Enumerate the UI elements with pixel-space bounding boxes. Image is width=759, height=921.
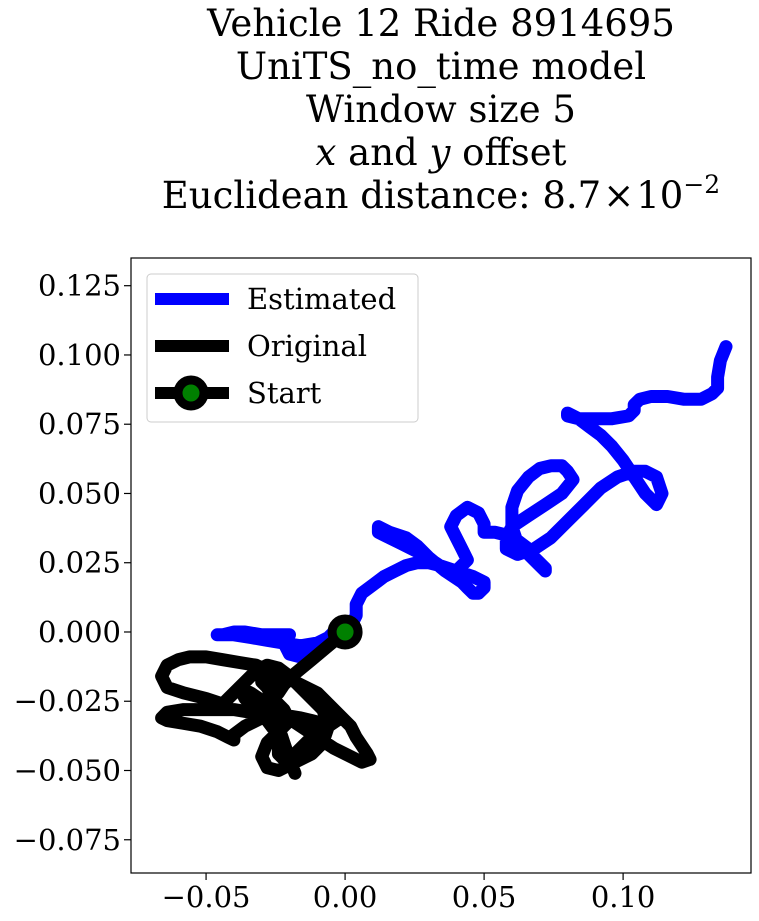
title-line-1: Vehicle 12 Ride 8914695 <box>206 2 675 45</box>
y-tick-label: 0.000 <box>38 615 121 649</box>
legend: Estimated Original Start <box>146 273 419 423</box>
y-tick-label: −0.050 <box>14 754 121 788</box>
y-tick-label: 0.100 <box>38 338 121 372</box>
plot-frame <box>130 257 752 874</box>
x-axis-ticks: −0.05 0.00 0.05 0.10 <box>162 873 656 914</box>
title-var-y: y <box>428 131 452 174</box>
x-tick-label: 0.10 <box>591 880 656 914</box>
legend-frame <box>146 273 419 423</box>
series-line-original <box>155 625 377 780</box>
start-marker <box>327 614 363 650</box>
title-line-5: Euclidean distance: 8.7×10−2 <box>162 170 720 217</box>
title-line-4: x and y offset <box>316 131 567 174</box>
title-distance-base: 10 <box>636 174 683 217</box>
title-distance-times: × <box>603 174 634 217</box>
title-distance-prefix: Euclidean distance: <box>162 174 543 217</box>
title-and: and <box>336 131 429 174</box>
title-offset: offset <box>450 131 566 174</box>
x-tick-label: 0.05 <box>452 880 517 914</box>
title-var-x: x <box>316 131 337 174</box>
y-tick-label: 0.125 <box>38 269 121 303</box>
series-line-estimated <box>210 340 733 664</box>
legend-label-start: Start <box>247 376 322 410</box>
chart-title: Vehicle 12 Ride 8914695 UniTS_no_time mo… <box>162 2 720 217</box>
title-line-2: UniTS_no_time model <box>236 45 646 89</box>
title-distance-exponent: −2 <box>683 170 720 199</box>
title-line-3: Window size 5 <box>306 88 576 131</box>
start-layer <box>327 614 363 650</box>
y-axis-ticks: −0.075 −0.050 −0.025 0.000 0.025 0.050 0.075 0.… <box>14 269 131 857</box>
legend-label-estimated: Estimated <box>247 282 396 316</box>
legend-swatch-start-marker <box>173 375 209 411</box>
y-tick-label: 0.050 <box>38 476 121 510</box>
y-tick-label: −0.025 <box>14 684 121 718</box>
y-tick-label: −0.075 <box>14 823 121 857</box>
x-tick-label: −0.05 <box>162 880 251 914</box>
y-tick-label: 0.025 <box>38 546 121 580</box>
series-layer <box>155 340 733 780</box>
legend-label-original: Original <box>247 329 367 363</box>
y-tick-label: 0.075 <box>38 407 121 441</box>
x-tick-label: 0.00 <box>313 880 378 914</box>
title-distance-mantissa: 8.7 <box>542 174 601 217</box>
